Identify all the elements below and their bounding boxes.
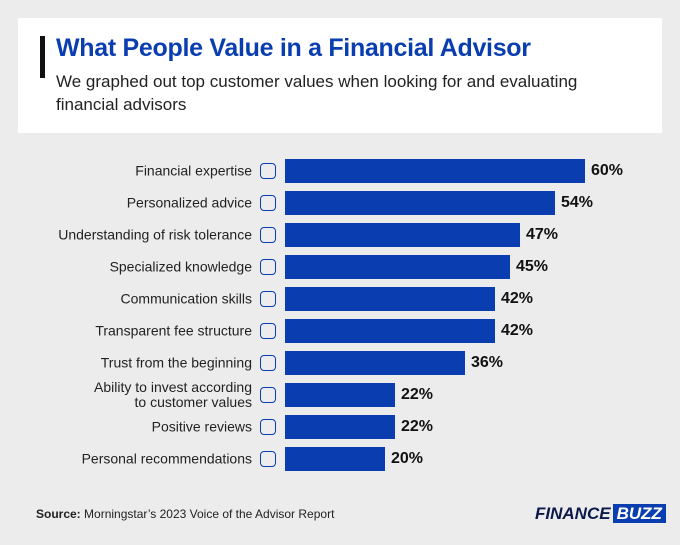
value-label: 60% xyxy=(591,162,624,179)
category-label: Ability to invest according to customer … xyxy=(94,379,252,410)
value-label: 36% xyxy=(471,354,504,371)
bar xyxy=(285,159,585,183)
category-icon xyxy=(260,227,276,243)
bar xyxy=(285,223,520,247)
category-icon xyxy=(260,387,276,403)
value-label: 54% xyxy=(561,194,594,211)
category-icon xyxy=(260,419,276,435)
category-icon xyxy=(260,355,276,371)
category-label: Personal recommendations xyxy=(81,450,252,467)
bar xyxy=(285,319,495,343)
value-label: 22% xyxy=(401,386,434,403)
category-icon xyxy=(260,323,276,339)
category-icon xyxy=(260,163,276,179)
category-label: Understanding of risk tolerance xyxy=(58,226,252,243)
value-label: 42% xyxy=(501,290,534,307)
logo: FINANCE BUZZ xyxy=(535,504,666,524)
value-label: 45% xyxy=(516,258,549,275)
bar xyxy=(285,255,510,279)
bar xyxy=(285,415,395,439)
category-label: Personalized advice xyxy=(126,194,252,211)
source-label: Source: xyxy=(36,507,81,521)
value-label: 22% xyxy=(401,418,434,435)
source: Source: Morningstar’s 2023 Voice of the … xyxy=(36,507,334,521)
category-label: Communication skills xyxy=(120,290,252,307)
bar xyxy=(285,191,555,215)
bar xyxy=(285,287,495,311)
category-label: Financial expertise xyxy=(135,162,252,179)
bar xyxy=(285,351,465,375)
category-icon xyxy=(260,259,276,275)
category-label: Specialized knowledge xyxy=(109,258,252,275)
chart-title: What People Value in a Financial Advisor xyxy=(56,34,531,62)
source-text: Morningstar’s 2023 Voice of the Advisor … xyxy=(84,507,335,521)
bar xyxy=(285,447,385,471)
category-icon xyxy=(260,195,276,211)
value-label: 20% xyxy=(391,450,424,467)
bar xyxy=(285,383,395,407)
accent-bar xyxy=(40,36,45,78)
logo-part: BUZZ xyxy=(612,504,666,523)
header-card: What People Value in a Financial Advisor… xyxy=(18,18,662,133)
logo-part: FINANCE xyxy=(535,504,611,523)
category-label: Trust from the beginning xyxy=(100,354,252,371)
category-label: Positive reviews xyxy=(151,418,252,435)
category-icon xyxy=(260,291,276,307)
value-label: 42% xyxy=(501,322,534,339)
category-label: Transparent fee structure xyxy=(95,322,252,339)
chart-subtitle: We graphed out top customer values when … xyxy=(56,72,578,114)
category-icon xyxy=(260,451,276,467)
value-label: 47% xyxy=(526,226,559,243)
